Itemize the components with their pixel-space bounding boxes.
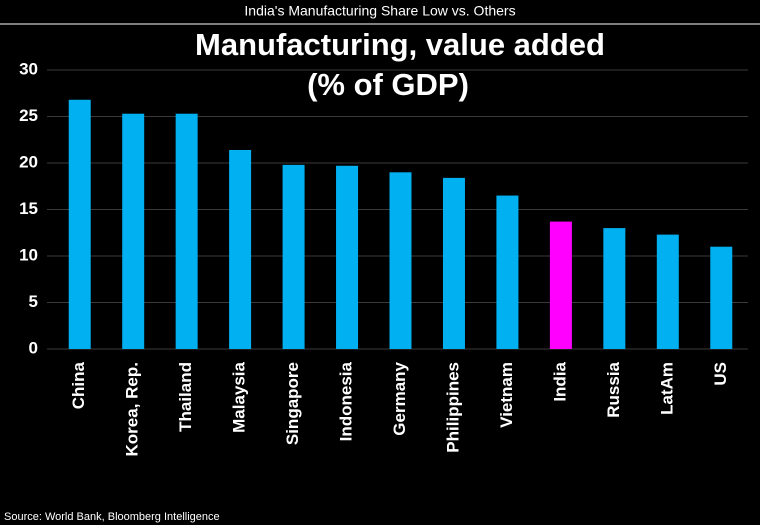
x-tick-label: Korea, Rep.: [123, 362, 142, 456]
bar: [442, 177, 465, 349]
x-tick-label: Thailand: [176, 362, 195, 432]
header: India's Manufacturing Share Low vs. Othe…: [244, 3, 515, 19]
bar: [496, 195, 519, 349]
bar: [656, 234, 679, 349]
x-tick-label: Vietnam: [497, 362, 516, 428]
y-tick-label: 20: [19, 152, 38, 171]
chart-title: Manufacturing, value added: [195, 27, 605, 62]
chart-subtitle: (% of GDP): [307, 67, 469, 102]
x-tick-label: India: [550, 361, 569, 401]
bar: [336, 165, 359, 349]
y-tick-label: 10: [19, 245, 38, 264]
x-tick-label: Malaysia: [230, 361, 249, 432]
x-tick-label: China: [69, 361, 88, 409]
x-tick-label: Russia: [604, 361, 623, 417]
source: Source: World Bank, Bloomberg Intelligen…: [4, 511, 220, 523]
bar: [389, 172, 412, 349]
x-tick-label: Philippines: [443, 362, 462, 453]
y-tick-label: 5: [29, 292, 38, 311]
bar: [710, 246, 733, 349]
x-tick-label: Indonesia: [337, 361, 356, 441]
x-tick-label: US: [711, 362, 730, 386]
bar: [603, 228, 626, 349]
y-tick-label: 0: [29, 338, 38, 357]
y-tick-label: 30: [19, 59, 38, 78]
bar: [68, 99, 91, 349]
y-tick-label: 15: [19, 199, 38, 218]
bar: [229, 149, 252, 349]
x-tick-label: Singapore: [283, 362, 302, 445]
y-tick-label: 25: [19, 106, 38, 125]
x-tick-label: LatAm: [657, 362, 676, 415]
bar: [122, 113, 145, 350]
bar: [175, 113, 198, 350]
x-tick-label: Germany: [390, 361, 409, 435]
bar: [549, 221, 572, 349]
bar: [282, 164, 305, 349]
